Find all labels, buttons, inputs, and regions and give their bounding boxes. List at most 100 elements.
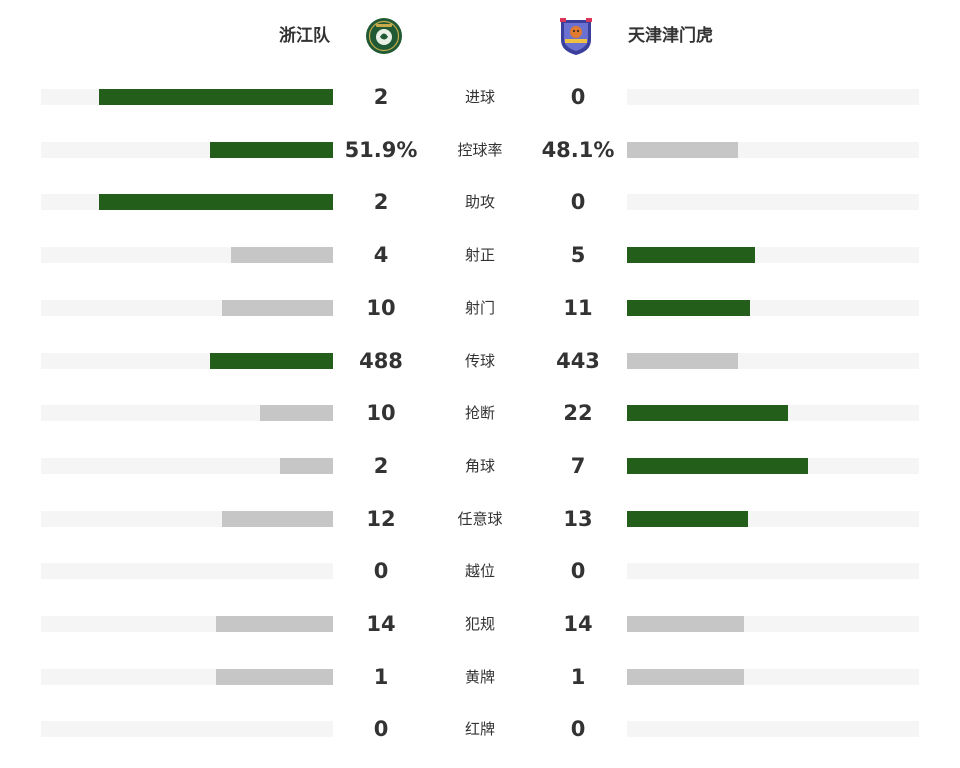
away-stat-track xyxy=(627,247,919,264)
away-stat-bar xyxy=(627,405,788,422)
away-stat-track xyxy=(627,668,919,685)
tianjin-tiger-crest-icon xyxy=(558,17,594,61)
stat-label: 越位 xyxy=(464,562,495,581)
home-stat-track xyxy=(41,616,333,632)
away-stat-value: 11 xyxy=(563,295,593,320)
away-stat-bar xyxy=(627,616,744,632)
home-stat-bar xyxy=(280,457,333,474)
stat-label: 犯规 xyxy=(464,615,495,633)
stat-row: 12 任意球 13 xyxy=(0,499,960,539)
stat-label: 抢断 xyxy=(464,404,495,423)
away-stat-track xyxy=(627,405,919,422)
zhejiang-club-crest-icon xyxy=(365,17,403,59)
home-stat-value: 51.9% xyxy=(344,137,418,162)
home-stat-value: 1 xyxy=(373,664,389,689)
away-stat-value: 0 xyxy=(570,190,586,215)
match-header: 浙江队 天津津门虎 xyxy=(0,0,960,72)
home-stat-track xyxy=(41,247,333,264)
away-stat-value: 14 xyxy=(563,612,593,636)
home-stat-value: 4 xyxy=(373,243,389,268)
stat-label: 黄牌 xyxy=(464,667,495,686)
home-stat-value: 0 xyxy=(373,717,389,742)
home-stat-bar xyxy=(222,299,333,316)
home-stat-value: 12 xyxy=(366,506,396,531)
stat-row: 4 射正 5 xyxy=(0,235,960,275)
stat-row: 1 黄牌 1 xyxy=(0,657,960,697)
home-stat-bar xyxy=(99,194,333,211)
home-stat-track xyxy=(41,405,333,422)
home-stat-track xyxy=(41,89,333,105)
home-stat-bar xyxy=(216,616,333,632)
home-stat-bar xyxy=(216,668,333,685)
away-stat-track xyxy=(627,616,919,632)
away-stat-track xyxy=(627,194,919,211)
away-stat-value: 0 xyxy=(570,85,586,109)
home-stat-bar xyxy=(260,405,333,422)
away-stat-value: 0 xyxy=(570,559,586,584)
stat-row: 2 角球 7 xyxy=(0,446,960,486)
stat-label: 任意球 xyxy=(457,509,503,528)
away-stat-bar xyxy=(627,352,738,369)
away-stat-value: 7 xyxy=(570,453,586,478)
home-stat-bar xyxy=(222,510,333,527)
away-stat-track xyxy=(627,89,919,105)
away-stat-value: 22 xyxy=(563,401,593,426)
away-team-name: 天津津门虎 xyxy=(628,26,713,46)
home-stat-track xyxy=(41,457,333,474)
away-stat-bar xyxy=(627,247,755,264)
home-stat-value: 2 xyxy=(373,85,389,109)
away-stat-bar xyxy=(627,457,808,474)
stat-row: 488 传球 443 xyxy=(0,341,960,381)
home-stat-track xyxy=(41,141,333,158)
stat-row: 2 进球 0 xyxy=(0,77,960,117)
away-stat-value: 1 xyxy=(570,664,586,689)
away-stat-value: 48.1% xyxy=(541,137,615,162)
home-stat-track xyxy=(41,194,333,211)
home-stat-bar xyxy=(210,141,333,158)
stat-row: 0 越位 0 xyxy=(0,551,960,591)
stat-row: 10 抢断 22 xyxy=(0,393,960,433)
away-stat-bar xyxy=(627,668,744,685)
home-stat-bar xyxy=(99,89,333,105)
home-stat-track xyxy=(41,510,333,527)
away-stat-bar xyxy=(627,510,748,527)
stat-label: 红牌 xyxy=(464,720,495,739)
home-stat-value: 488 xyxy=(359,348,403,373)
home-stat-value: 14 xyxy=(366,612,396,636)
stat-label: 传球 xyxy=(464,351,495,370)
away-stat-track xyxy=(627,457,919,474)
home-stat-track xyxy=(41,563,333,580)
home-stat-value: 10 xyxy=(366,295,396,320)
stat-row: 0 红牌 0 xyxy=(0,709,960,749)
stat-label: 射正 xyxy=(464,246,495,265)
home-stat-value: 2 xyxy=(373,190,389,215)
home-stat-track xyxy=(41,299,333,316)
away-stat-track xyxy=(627,352,919,369)
away-stat-track xyxy=(627,721,919,738)
stat-row: 2 助攻 0 xyxy=(0,182,960,222)
away-stat-value: 0 xyxy=(570,717,586,742)
home-stat-value: 0 xyxy=(373,559,389,584)
home-stat-value: 10 xyxy=(366,401,396,426)
stat-label: 角球 xyxy=(464,456,495,475)
home-stat-bar xyxy=(231,247,333,264)
away-stat-track xyxy=(627,510,919,527)
away-stat-bar xyxy=(627,299,750,316)
home-stat-track xyxy=(41,668,333,685)
stat-label: 助攻 xyxy=(464,193,495,212)
home-stat-track xyxy=(41,352,333,369)
stat-label: 射门 xyxy=(464,298,495,317)
away-stat-track xyxy=(627,299,919,316)
home-stat-bar xyxy=(210,352,333,369)
stat-row: 51.9% 控球率 48.1% xyxy=(0,130,960,170)
away-stat-value: 5 xyxy=(570,243,586,268)
away-stat-track xyxy=(627,563,919,580)
stat-label: 进球 xyxy=(464,88,495,106)
stat-row: 14 犯规 14 xyxy=(0,604,960,644)
home-stat-track xyxy=(41,721,333,738)
home-stat-value: 2 xyxy=(373,453,389,478)
away-stat-value: 13 xyxy=(563,506,593,531)
stat-label: 控球率 xyxy=(457,140,503,159)
away-stat-track xyxy=(627,141,919,158)
home-team-name: 浙江队 xyxy=(279,26,330,46)
